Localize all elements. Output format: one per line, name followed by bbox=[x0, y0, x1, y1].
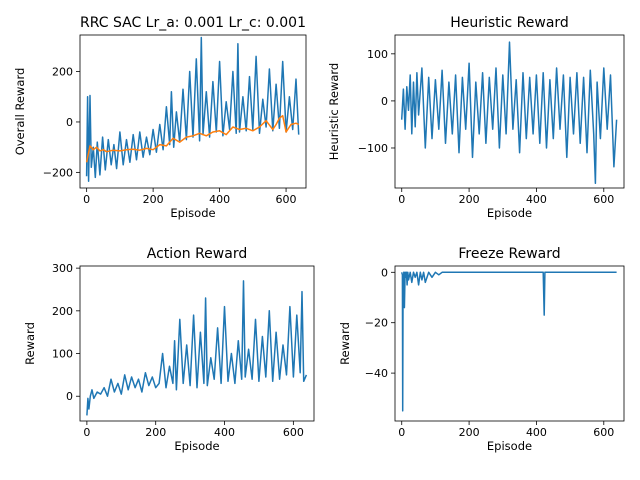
series-line-0 bbox=[85, 36, 300, 182]
y-tick-label: −40 bbox=[365, 367, 388, 380]
y-tick-label: 100 bbox=[52, 348, 73, 361]
series-line-0 bbox=[86, 280, 308, 416]
y-tick-label: 300 bbox=[52, 262, 73, 275]
x-axis-label: Episode bbox=[487, 206, 532, 220]
x-axis-label: Episode bbox=[487, 439, 532, 453]
panel-title: Freeze Reward bbox=[458, 246, 560, 262]
overall-reward-panel: RRC SAC Lr_a: 0.001 Lr_c: 0.001 Episode … bbox=[13, 15, 307, 220]
y-tick-label: −20 bbox=[365, 317, 388, 330]
x-tick-label: 200 bbox=[459, 426, 480, 439]
x-tick-label: 200 bbox=[145, 426, 166, 439]
x-tick-label: 400 bbox=[214, 426, 235, 439]
panel-title: Action Reward bbox=[147, 246, 247, 262]
y-axis-label: Reward bbox=[23, 322, 37, 365]
heuristic-reward-panel: Heuristic Reward Episode Heuristic Rewar… bbox=[327, 15, 625, 220]
x-tick-label: 0 bbox=[398, 193, 405, 206]
y-tick-label: 200 bbox=[52, 66, 73, 79]
y-tick-label: 0 bbox=[381, 266, 388, 279]
x-axis-label: Episode bbox=[174, 439, 219, 453]
y-axis-label: Overall Reward bbox=[13, 68, 27, 156]
x-axis-label: Episode bbox=[170, 206, 215, 220]
axes-frame bbox=[79, 34, 307, 189]
axes-frame bbox=[79, 265, 315, 422]
y-tick-label: −200 bbox=[43, 166, 73, 179]
series-line-0 bbox=[400, 271, 617, 412]
y-tick-label: 0 bbox=[66, 390, 73, 403]
x-tick-label: 600 bbox=[276, 193, 297, 206]
x-tick-label: 200 bbox=[459, 193, 480, 206]
x-tick-label: 0 bbox=[398, 426, 405, 439]
y-tick-label: 200 bbox=[52, 305, 73, 318]
x-tick-label: 600 bbox=[593, 193, 614, 206]
y-axis-label: Heuristic Reward bbox=[327, 63, 341, 160]
action-reward-panel: Action Reward Episode Reward 0 200 400 600 0… bbox=[23, 246, 315, 453]
x-tick-label: 400 bbox=[526, 426, 547, 439]
y-tick-label: 100 bbox=[367, 48, 388, 61]
axes-frame bbox=[394, 265, 625, 422]
x-tick-label: 600 bbox=[283, 426, 304, 439]
x-tick-label: 0 bbox=[83, 193, 90, 206]
x-tick-label: 0 bbox=[83, 426, 90, 439]
y-tick-label: 0 bbox=[66, 116, 73, 129]
x-tick-label: 600 bbox=[593, 426, 614, 439]
freeze-reward-panel: Freeze Reward Episode Reward 0 200 400 600 −… bbox=[338, 246, 625, 453]
series-line-0 bbox=[400, 41, 618, 185]
y-tick-label: −100 bbox=[358, 142, 388, 155]
axes-frame bbox=[394, 34, 625, 189]
x-tick-label: 200 bbox=[143, 193, 164, 206]
x-tick-label: 400 bbox=[209, 193, 230, 206]
panel-title: RRC SAC Lr_a: 0.001 Lr_c: 0.001 bbox=[80, 15, 306, 31]
series-line-1 bbox=[85, 114, 300, 163]
panel-title: Heuristic Reward bbox=[450, 15, 569, 31]
x-tick-label: 400 bbox=[526, 193, 547, 206]
y-axis-label: Reward bbox=[338, 322, 352, 365]
y-tick-label: 0 bbox=[381, 95, 388, 108]
